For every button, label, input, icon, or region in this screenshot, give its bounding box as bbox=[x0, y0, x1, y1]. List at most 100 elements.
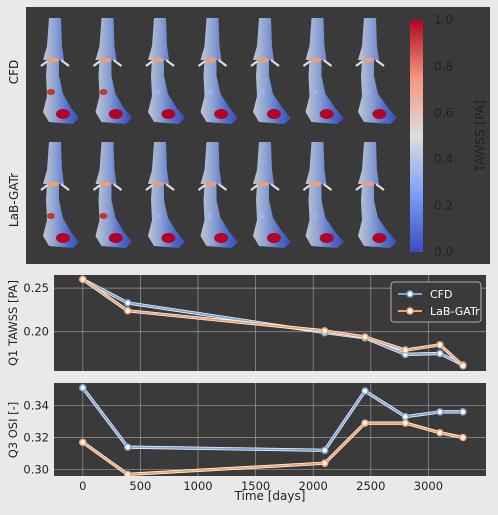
vessel-body bbox=[358, 142, 397, 248]
vessel-body bbox=[253, 18, 291, 124]
data-point bbox=[79, 275, 87, 284]
data-point bbox=[320, 327, 329, 335]
vessel-body bbox=[358, 18, 397, 124]
vessel-render-cfd bbox=[40, 18, 79, 124]
vessel-hotspot bbox=[152, 57, 164, 63]
vessel-hotspot bbox=[362, 57, 374, 63]
row-label-cfd: CFD bbox=[7, 60, 21, 85]
vessel-hotspot bbox=[152, 181, 164, 187]
vessel-hotspot bbox=[99, 57, 112, 63]
vessel-body bbox=[200, 18, 238, 124]
vessel-body bbox=[305, 18, 344, 124]
legend-labgatr-marker bbox=[406, 307, 414, 315]
vessel-hotspot bbox=[266, 109, 281, 119]
data-point bbox=[436, 341, 444, 349]
vessel-hotspot bbox=[204, 181, 217, 187]
colorbar-tick-label: 0.4 bbox=[434, 152, 453, 166]
vessel-render-cfd bbox=[302, 18, 344, 124]
data-point bbox=[401, 346, 410, 354]
vessel-hotspot bbox=[362, 213, 370, 219]
vessel-hotspot bbox=[161, 233, 176, 243]
vessel-hotspot bbox=[319, 109, 334, 119]
vessel-hotspot bbox=[47, 181, 59, 187]
colorbar-ticks: 1.0 0.8 0.6 0.4 0.2 0.0 bbox=[423, 13, 453, 259]
colorbar bbox=[410, 20, 423, 252]
plot-top: 0.25 0.20 bbox=[23, 275, 486, 371]
data-point bbox=[320, 459, 329, 467]
vessel-hotspot bbox=[309, 181, 322, 187]
vessel-hotspot bbox=[372, 109, 387, 119]
vessel-body bbox=[148, 142, 185, 248]
vessel-hotspot bbox=[257, 213, 265, 219]
data-point bbox=[361, 419, 369, 427]
vessel-render-labgatr bbox=[145, 142, 185, 248]
legend: CFD LaB-GATr bbox=[390, 281, 482, 323]
vessel-render-labgatr bbox=[92, 142, 132, 248]
vessel-hotspot bbox=[214, 109, 229, 119]
vessel-hotspot bbox=[152, 89, 160, 95]
x-tick-label: 0 bbox=[79, 479, 86, 493]
row-label-labgatr: LaB-GATr bbox=[7, 173, 21, 227]
data-point bbox=[459, 362, 467, 370]
vessel-hotspot bbox=[47, 213, 55, 219]
vessel-hotspot bbox=[204, 57, 217, 63]
x-tick-label: 2000 bbox=[299, 479, 328, 493]
data-point bbox=[123, 299, 132, 307]
legend-labgatr-label: LaB-GATr bbox=[430, 305, 480, 318]
data-point bbox=[123, 307, 132, 315]
y-tick-label: 0.34 bbox=[23, 398, 49, 412]
x-tick-label: 2500 bbox=[356, 479, 385, 493]
vessel-hotspot bbox=[372, 233, 387, 243]
aorta-renders bbox=[40, 18, 397, 248]
series-group bbox=[79, 384, 467, 476]
vessel-hotspot bbox=[56, 109, 70, 119]
data-point bbox=[401, 419, 410, 427]
vessel-hotspot bbox=[309, 57, 322, 63]
vessel-render-cfd bbox=[92, 18, 132, 124]
vessel-body bbox=[305, 142, 344, 248]
vessel-hotspot bbox=[319, 233, 334, 243]
vessel-hotspot bbox=[204, 213, 213, 219]
vessel-hotspot bbox=[99, 213, 108, 219]
x-tick-label: 3000 bbox=[414, 479, 443, 493]
colorbar-label: TAWSS [PA] bbox=[472, 100, 487, 173]
data-point bbox=[320, 446, 329, 455]
plot-bottom-xlabel: Time [days] bbox=[234, 489, 306, 503]
x-tick-label: 1500 bbox=[241, 479, 270, 493]
vessel-render-labgatr bbox=[302, 142, 344, 248]
data-point bbox=[361, 333, 369, 341]
vessel-hotspot bbox=[56, 233, 70, 243]
x-tick-label: 1000 bbox=[183, 479, 212, 493]
vessel-render-cfd bbox=[145, 18, 185, 124]
vessel-hotspot bbox=[309, 89, 318, 95]
colorbar-tick-label: 1.0 bbox=[434, 13, 453, 27]
plot-top-ylabel: Q1 TAWSS [PA] bbox=[6, 280, 20, 366]
vessel-body bbox=[148, 18, 185, 124]
data-point bbox=[79, 384, 87, 392]
plot-bottom-area bbox=[54, 383, 486, 476]
vessel-hotspot bbox=[47, 57, 59, 63]
vessel-hotspot bbox=[108, 109, 123, 119]
vessel-body bbox=[95, 142, 132, 248]
y-tick-label: 0.32 bbox=[23, 431, 49, 445]
data-point bbox=[79, 438, 87, 447]
vessel-render-labgatr bbox=[197, 142, 238, 248]
colorbar-tick-label: 0.8 bbox=[434, 59, 453, 73]
data-point bbox=[436, 428, 444, 437]
vessel-hotspot bbox=[257, 57, 269, 63]
data-point bbox=[123, 470, 132, 476]
plot-bottom: 0 500 1000 1500 2000 2500 3000 0.34 0.32 0.30 bbox=[23, 383, 486, 493]
data-point bbox=[361, 387, 369, 395]
vessel-hotspot bbox=[257, 89, 265, 95]
colorbar-tick-label: 0.6 bbox=[434, 106, 453, 120]
legend-cfd-marker bbox=[406, 290, 414, 298]
y-tick-label: 0.30 bbox=[23, 463, 49, 477]
vessel-hotspot bbox=[47, 89, 55, 95]
legend-cfd-label: CFD bbox=[430, 288, 452, 301]
vessel-body bbox=[95, 18, 132, 124]
vessel-render-labgatr bbox=[355, 142, 397, 248]
data-point bbox=[436, 408, 444, 416]
data-point bbox=[459, 408, 467, 416]
vessel-hotspot bbox=[362, 89, 370, 95]
